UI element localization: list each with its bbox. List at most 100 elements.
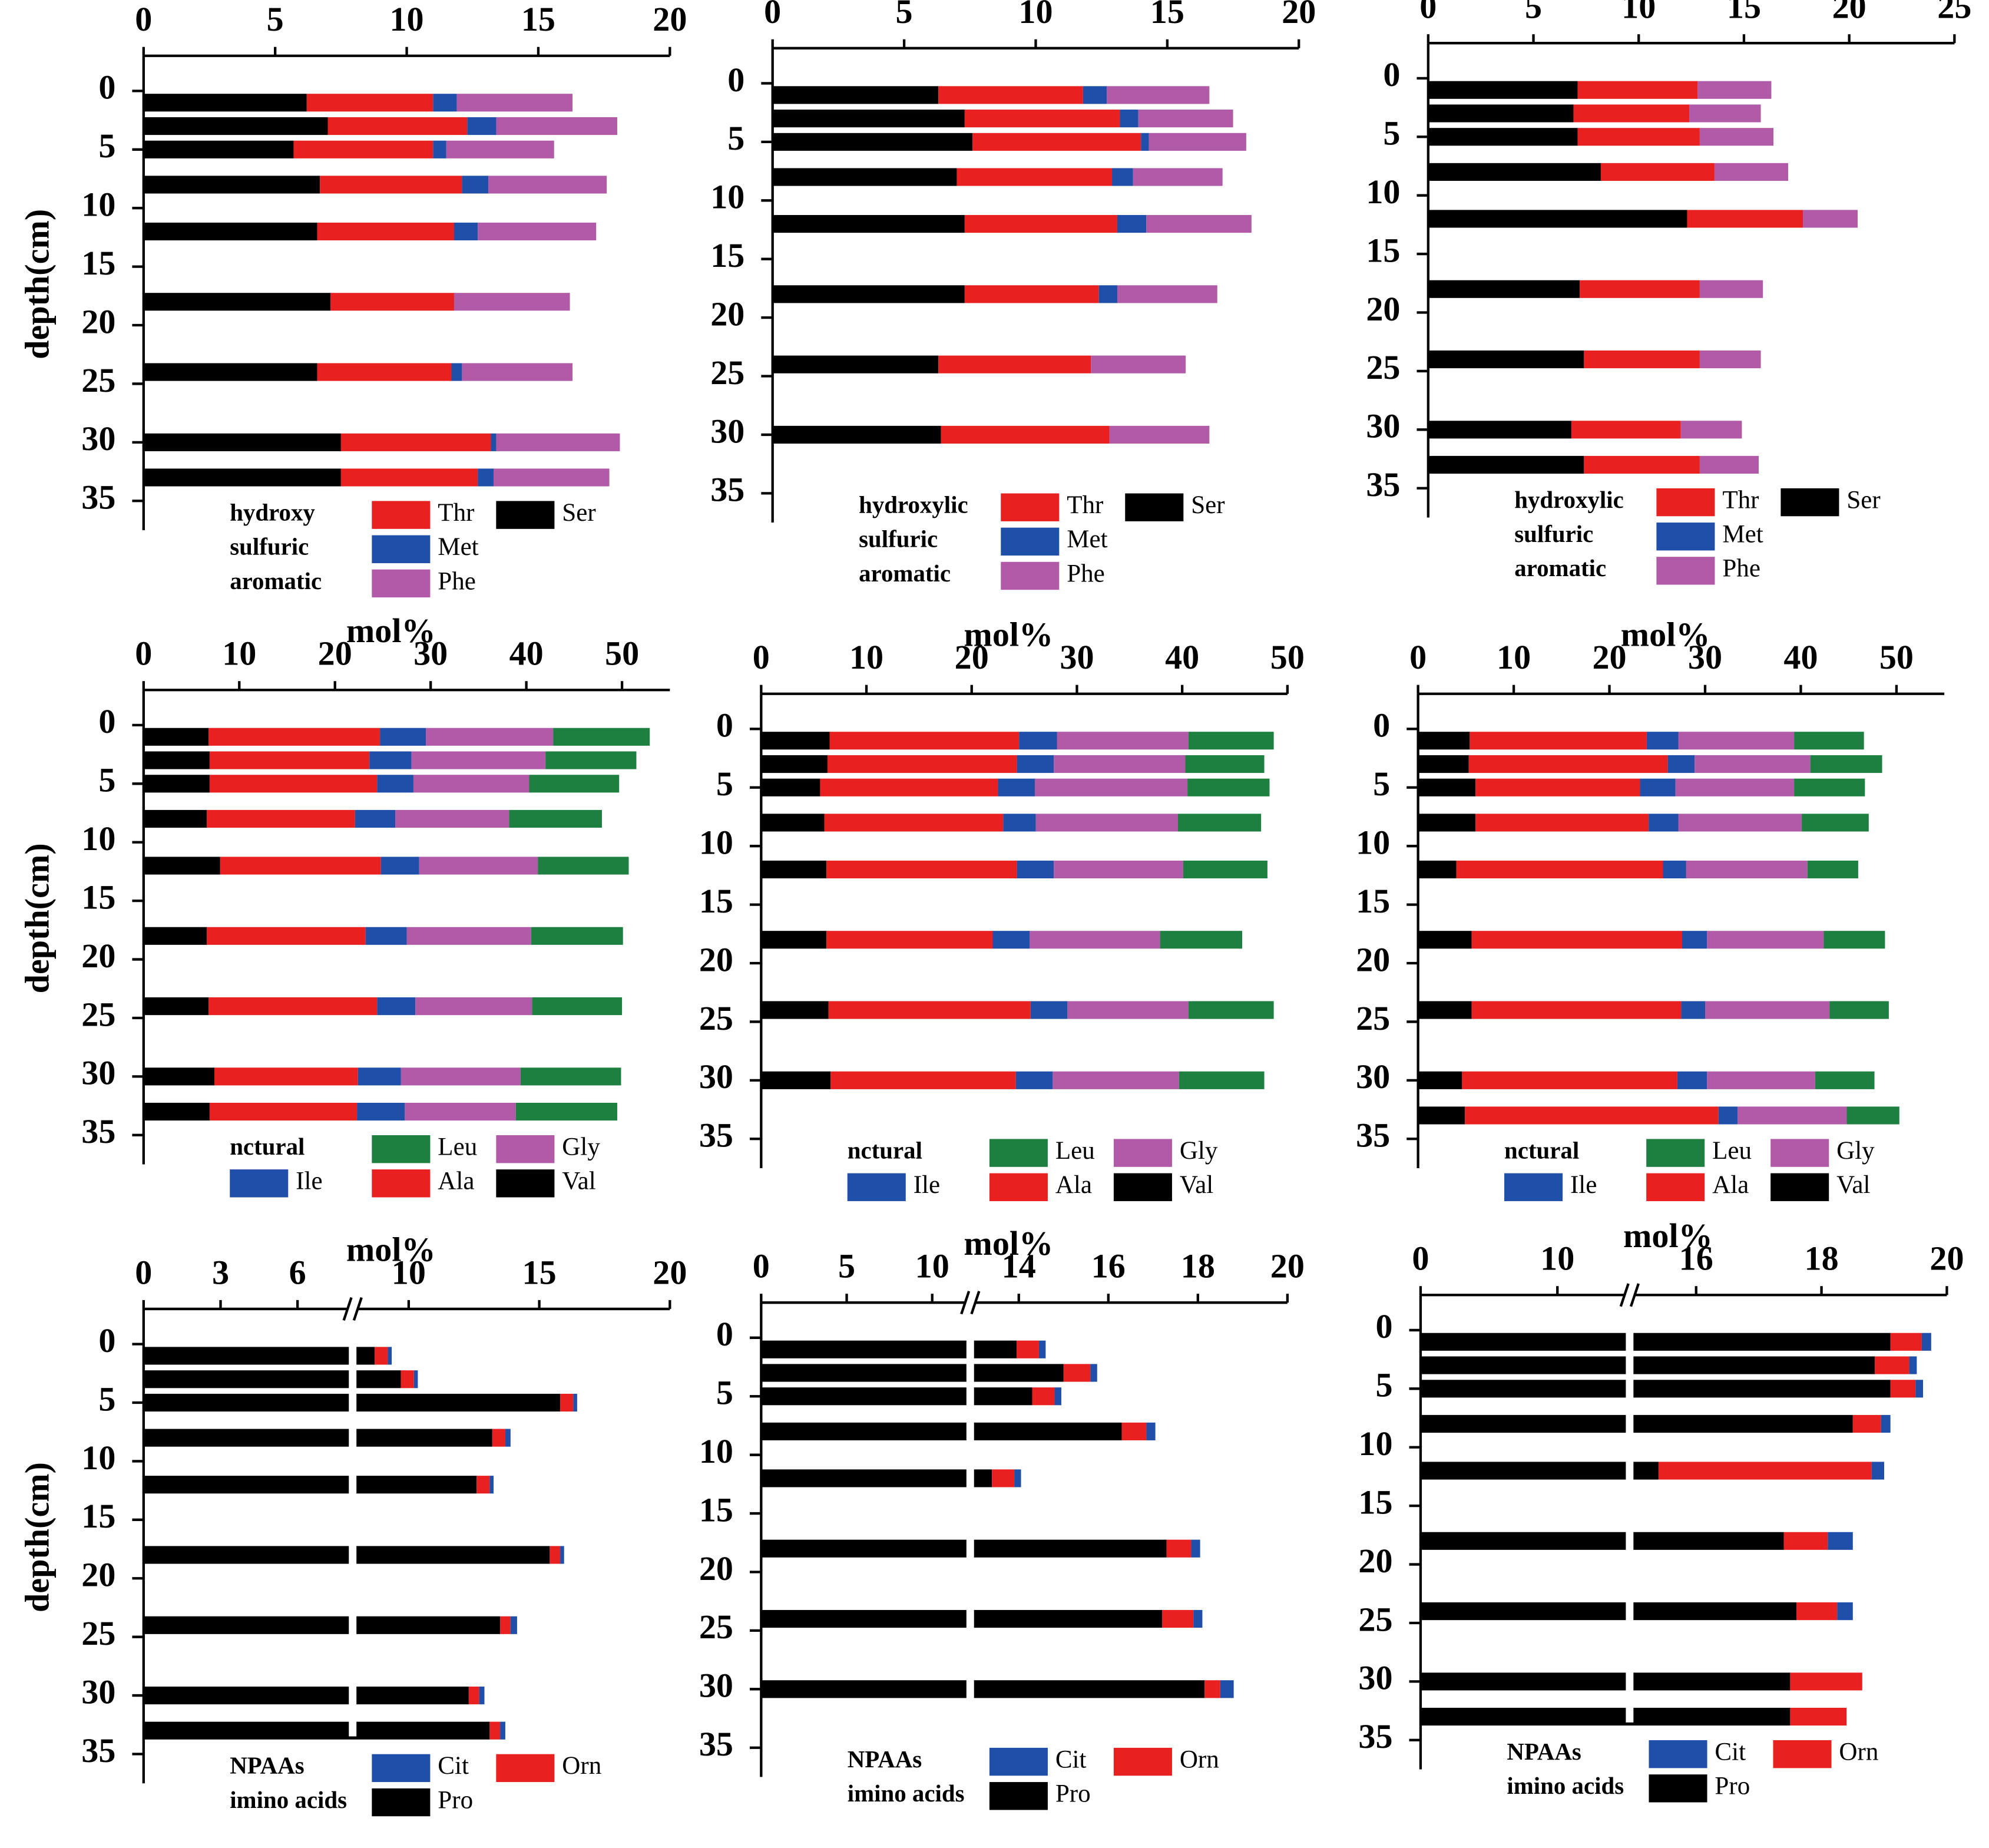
x-tick-label: 0 — [1409, 638, 1427, 676]
axis-break-mark — [960, 1291, 971, 1315]
bar-segment — [462, 363, 573, 381]
bar-segment — [1577, 81, 1698, 99]
bar-segment — [492, 1429, 505, 1447]
bar-segment — [964, 285, 1099, 303]
x-tick-label: 16 — [1091, 1247, 1126, 1285]
y-tick-label: 35 — [1366, 465, 1400, 504]
legend-label: Ile — [296, 1168, 322, 1195]
bar-segment — [761, 1071, 831, 1089]
bar-segment — [451, 363, 462, 381]
legend-swatch — [989, 1747, 1048, 1776]
bar-segment — [496, 117, 617, 135]
bar-segment — [1109, 425, 1210, 444]
y-tick-label: 30 — [699, 1667, 733, 1705]
bar-segment — [1687, 210, 1803, 228]
bar-segment — [1678, 732, 1795, 750]
y-tick-label: 20 — [699, 940, 733, 978]
bar-segment — [1682, 931, 1707, 949]
bar-segment — [1030, 931, 1160, 949]
bar-segment — [1418, 1071, 1462, 1089]
bar-segment — [515, 1102, 617, 1121]
y-tick-label: 25 — [1366, 348, 1400, 386]
panel: 0 10 20 30 40 50 0 5 10 15 20 25 30 35 mol% nctural Leu G… — [699, 615, 1305, 1201]
bar-segment — [209, 1102, 358, 1121]
y-tick-label: 35 — [81, 1731, 115, 1770]
bar-segment — [143, 751, 210, 769]
y-tick-label: 10 — [710, 178, 744, 216]
bar-segment — [1420, 1333, 1891, 1351]
bar-segment — [1689, 104, 1761, 123]
bar-segment — [388, 1347, 392, 1365]
y-axis-title: depth(cm) — [18, 843, 57, 993]
bar-segment — [761, 1609, 1163, 1628]
bar-segment — [1220, 1680, 1234, 1698]
x-tick-label: 0 — [1412, 1239, 1429, 1278]
y-tick-label: 35 — [699, 1725, 733, 1763]
legend-swatch — [372, 569, 431, 598]
bar-segment — [532, 997, 623, 1016]
bar-segment — [340, 433, 491, 451]
x-tick-label: 5 — [896, 0, 913, 31]
y-tick-label: 15 — [1356, 882, 1390, 920]
bar-segment — [1420, 1356, 1875, 1374]
x-tick-label: 0 — [135, 1253, 152, 1291]
legend-label: Val — [1180, 1171, 1213, 1199]
bar-segment — [1794, 778, 1865, 796]
legend-swatch — [496, 501, 555, 529]
bar-segment — [1428, 163, 1601, 181]
bar-segment — [1146, 1422, 1156, 1440]
bar-segment — [1117, 285, 1217, 303]
bar-segment — [479, 1687, 485, 1705]
legend-label: Thr — [438, 499, 474, 527]
bar-segment — [1802, 814, 1869, 832]
bar-segment — [377, 997, 416, 1016]
bar-segment — [1699, 128, 1773, 146]
bar-segment — [1112, 168, 1133, 186]
y-tick-label: 15 — [81, 1497, 115, 1535]
bar-segment — [1837, 1602, 1853, 1621]
bar-segment — [820, 778, 998, 796]
bar-segment — [1475, 814, 1649, 832]
x-tick-label: 30 — [413, 634, 448, 673]
bar-segment — [1420, 1414, 1853, 1433]
bar-segment — [401, 1067, 521, 1086]
bar-segment — [1420, 1532, 1784, 1550]
y-tick-label: 10 — [81, 819, 115, 858]
legend-swatch — [496, 1135, 555, 1163]
x-tick-label: 20 — [653, 0, 687, 38]
bar-segment — [413, 1370, 418, 1389]
bar-segment — [761, 814, 825, 832]
bar-segment — [1699, 280, 1763, 298]
x-axis-title: mol% — [346, 1231, 436, 1269]
bar-segment — [1428, 455, 1584, 474]
legend-swatch — [1125, 493, 1184, 521]
bar-segment — [1179, 1071, 1265, 1089]
legend-label: Phe — [438, 567, 476, 595]
y-tick-label: 15 — [1358, 1483, 1392, 1521]
bar-segment — [1470, 732, 1647, 750]
bar-segment — [446, 140, 554, 158]
bar-segment — [143, 809, 207, 828]
bar-segment — [209, 775, 378, 793]
y-tick-label: 10 — [699, 824, 733, 862]
bar-segment — [1584, 455, 1700, 474]
bar-segment — [1054, 755, 1186, 773]
bar-segment — [1057, 732, 1189, 750]
y-tick-label: 35 — [1358, 1717, 1392, 1756]
bar-segment — [1107, 86, 1210, 104]
bar-segment — [1420, 1707, 1791, 1726]
legend-swatch — [372, 1754, 431, 1783]
bar-segment — [1697, 81, 1772, 99]
x-tick-label: 10 — [1621, 0, 1656, 26]
y-tick-label: 0 — [1383, 55, 1400, 94]
bar-segment — [143, 1429, 492, 1447]
bar-segment — [941, 425, 1110, 444]
bar-segment — [143, 363, 317, 381]
bar-segment — [143, 857, 220, 875]
bar-segment — [143, 1370, 401, 1389]
bar-segment — [413, 775, 529, 793]
x-tick-label: 20 — [1832, 0, 1866, 26]
bar-segment — [426, 728, 554, 746]
bar-segment — [1686, 860, 1808, 879]
legend-label: Thr — [1067, 491, 1103, 519]
